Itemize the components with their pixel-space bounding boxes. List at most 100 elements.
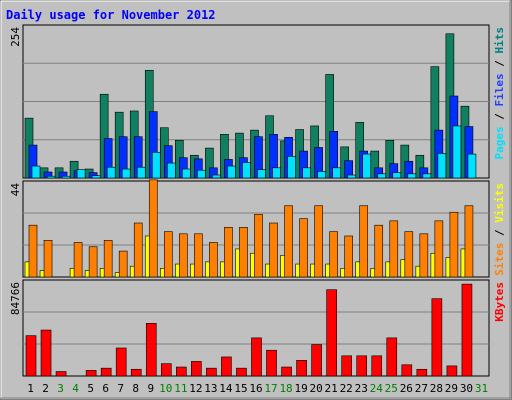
chart-panels: 254 Pages / Files / Hits 44 Sites / Visits 8… [9, 24, 506, 377]
bar-sites-day-25 [389, 220, 399, 278]
bar-kbytes-day-21 [326, 289, 337, 377]
bar-kbytes-day-28 [431, 298, 443, 377]
x-tick-label-6: 6 [102, 382, 109, 395]
bar-pages-day-23 [362, 153, 372, 179]
legend-part: Hits [493, 27, 506, 54]
bar-pages-day-14 [227, 165, 236, 179]
bar-pages-day-9 [151, 151, 161, 179]
bar-kbytes-day-15 [236, 367, 247, 377]
series-pages [31, 125, 477, 179]
chart-title: Daily usage for November 2012 [6, 8, 216, 22]
x-tick-label-10: 10 [159, 382, 172, 395]
x-tick-label-1: 1 [27, 382, 34, 395]
bar-sites-day-9 [148, 179, 158, 278]
legend-part: / [493, 223, 506, 243]
legend-part: / [493, 107, 506, 127]
bar-kbytes-day-19 [296, 360, 307, 377]
bar-sites-day-5 [88, 246, 98, 278]
bar-kbytes-day-22 [341, 355, 352, 377]
bar-pages-day-24 [377, 173, 387, 179]
legend-part: Pages [493, 126, 506, 159]
x-tick-label-14: 14 [219, 382, 233, 395]
x-tick-label-2: 2 [42, 382, 49, 395]
x-tick-label-24: 24 [370, 382, 384, 395]
panel-visits-sites: 44 Sites / Visits [9, 179, 506, 278]
bar-kbytes-day-29 [446, 365, 458, 377]
bar-kbytes-day-11 [176, 366, 187, 377]
bar-kbytes-day-27 [416, 368, 428, 377]
scale-max-label: 84766 [9, 282, 22, 315]
bar-pages-day-3 [61, 175, 71, 179]
x-tick-label-27: 27 [415, 382, 428, 395]
bar-kbytes-day-20 [311, 344, 322, 377]
bar-kbytes-day-26 [401, 364, 413, 377]
bar-pages-day-15 [242, 162, 251, 179]
bar-pages-day-1 [31, 165, 41, 179]
legend-part: KBytes [493, 282, 506, 322]
bar-pages-day-2 [46, 175, 56, 179]
x-tick-label-25: 25 [385, 382, 398, 395]
x-tick-label-7: 7 [117, 382, 124, 395]
bar-kbytes-day-1 [25, 335, 37, 377]
legend-part: / [493, 54, 506, 74]
x-tick-label-29: 29 [445, 382, 458, 395]
bar-kbytes-day-3 [55, 371, 67, 377]
bar-sites-day-1 [28, 224, 38, 278]
x-tick-label-5: 5 [87, 382, 94, 395]
bar-pages-day-8 [136, 166, 146, 179]
legend-label: Sites / Visits [493, 183, 506, 276]
x-tick-label-22: 22 [340, 382, 353, 395]
bar-kbytes-day-2 [40, 329, 52, 377]
bar-pages-day-28 [437, 153, 447, 179]
bar-sites-day-12 [194, 233, 203, 278]
series-kbytes [25, 283, 473, 377]
x-tick-label-19: 19 [294, 382, 307, 395]
bar-pages-day-19 [302, 167, 311, 179]
bar-kbytes-day-25 [386, 337, 398, 377]
bar-kbytes-day-10 [160, 363, 172, 377]
legend-part: Sites [493, 243, 506, 276]
x-tick-label-15: 15 [234, 382, 247, 395]
x-tick-label-23: 23 [355, 382, 368, 395]
bar-sites-day-13 [209, 242, 218, 278]
bar-pages-day-7 [121, 168, 131, 179]
bar-pages-day-25 [392, 172, 402, 179]
bar-sites-day-11 [179, 233, 188, 278]
bar-sites-day-28 [434, 220, 444, 278]
x-tick-label-26: 26 [400, 382, 413, 395]
bar-pages-day-27 [422, 173, 432, 179]
bar-pages-day-4 [76, 169, 86, 179]
bar-kbytes-day-12 [191, 361, 202, 377]
bar-sites-day-10 [163, 231, 173, 278]
x-tick-label-4: 4 [72, 382, 79, 395]
legend-label: Pages / Files / Hits [493, 27, 506, 160]
bar-pages-day-12 [197, 169, 206, 179]
panel-kbytes: 84766 KBytes [9, 279, 506, 377]
bar-pages-day-6 [106, 166, 116, 179]
bar-pages-day-5 [91, 175, 101, 179]
bar-kbytes-day-16 [251, 337, 262, 377]
bar-pages-day-29 [452, 125, 462, 179]
bar-kbytes-day-18 [281, 366, 292, 377]
bar-pages-day-16 [257, 169, 266, 179]
legend-label: KBytes [493, 282, 506, 322]
bar-sites-day-16 [254, 214, 263, 278]
bar-pages-day-17 [272, 167, 281, 179]
x-tick-label-16: 16 [249, 382, 262, 395]
x-tick-label-17: 17 [264, 382, 277, 395]
bar-sites-day-8 [133, 222, 143, 278]
bar-sites-day-18 [284, 205, 293, 278]
bar-sites-day-30 [464, 205, 474, 278]
legend-part: Files [493, 73, 506, 106]
bar-sites-day-27 [419, 233, 429, 278]
bar-sites-day-21 [329, 231, 338, 278]
bar-kbytes-day-24 [371, 355, 383, 377]
bar-pages-day-20 [317, 171, 326, 179]
x-tick-label-13: 13 [204, 382, 217, 395]
legend-part: Visits [493, 183, 506, 223]
bar-kbytes-day-23 [356, 355, 368, 377]
x-tick-label-31: 31 [475, 382, 488, 395]
bar-kbytes-day-8 [130, 368, 142, 377]
bar-pages-day-22 [347, 174, 356, 179]
